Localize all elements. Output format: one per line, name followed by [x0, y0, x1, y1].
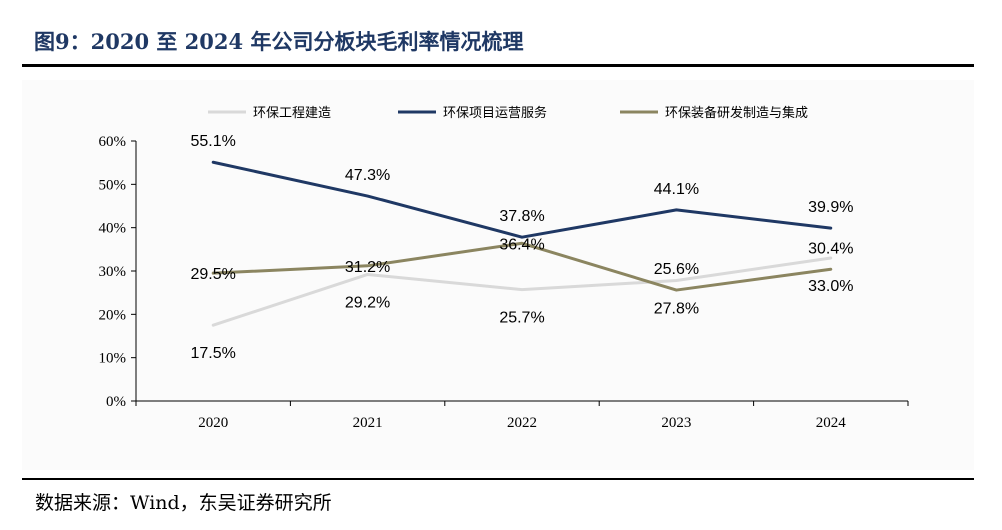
series-line-2	[211, 160, 833, 239]
y-tick-label: 20%	[99, 307, 127, 323]
data-label: 33.0%	[808, 278, 853, 295]
legend-label: 环保装备研发制造与集成	[665, 105, 808, 121]
x-tick-label: 2022	[507, 415, 537, 431]
data-label: 47.3%	[345, 167, 390, 184]
x-tick-label: 2021	[353, 415, 383, 431]
figure-title: 图9：2020 至 2024 年公司分板块毛利率情况梳理	[34, 29, 524, 54]
legend-label: 环保项目运营服务	[443, 105, 547, 121]
data-label: 29.5%	[191, 266, 236, 283]
data-label: 17.5%	[191, 345, 236, 362]
data-label: 31.2%	[345, 259, 390, 276]
data-label: 25.7%	[499, 310, 544, 327]
chart-panel: 0% 10% 20% 30% 40% 50% 60% 2020 2021 2022 2023 2024…	[22, 80, 974, 470]
series-line-3	[211, 241, 833, 292]
series-line-1	[211, 256, 833, 327]
y-tick-label: 10%	[99, 351, 127, 367]
x-tick-label: 2020	[198, 415, 228, 431]
data-label: 39.9%	[808, 199, 853, 216]
data-label: 30.4%	[808, 240, 853, 257]
data-label: 44.1%	[654, 181, 699, 198]
y-tick-label: 30%	[99, 264, 127, 280]
data-label: 29.2%	[345, 294, 390, 311]
y-tick-label: 60%	[99, 134, 127, 150]
line-chart: 0% 10% 20% 30% 40% 50% 60% 2020 2021 2022 2023 2024…	[99, 105, 909, 431]
legend-label: 环保工程建造	[253, 106, 331, 121]
data-label: 37.8%	[499, 208, 544, 225]
bottom-rule	[22, 478, 974, 480]
x-tick-label: 2023	[661, 415, 691, 431]
y-tick-label: 50%	[99, 177, 127, 193]
top-rule	[22, 64, 974, 67]
data-label: 55.1%	[191, 133, 236, 150]
data-label: 36.4%	[499, 236, 544, 253]
source-note: 数据来源：Wind，东吴证券研究所	[35, 492, 332, 514]
x-tick-label: 2024	[816, 415, 847, 431]
y-tick-label: 40%	[99, 221, 127, 237]
data-label: 27.8%	[654, 301, 699, 318]
data-label: 25.6%	[654, 261, 699, 278]
y-tick-label: 0%	[106, 394, 126, 410]
